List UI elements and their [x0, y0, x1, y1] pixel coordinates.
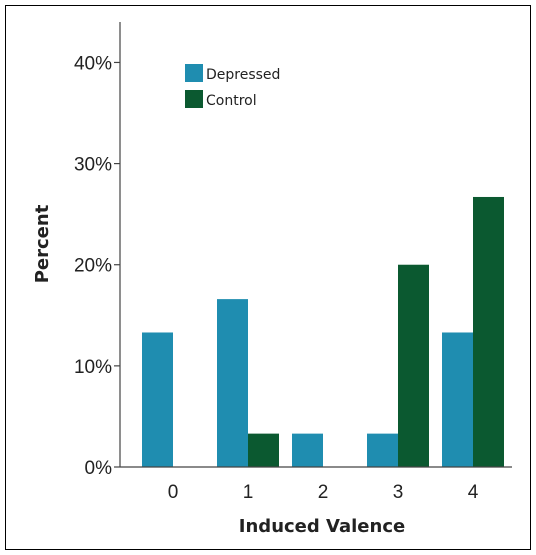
x-tick-label: 0: [168, 482, 179, 503]
y-tick-label: 20%: [74, 256, 112, 277]
legend-label-control: Control: [206, 93, 257, 109]
x-axis-title: Induced Valence: [239, 516, 405, 537]
bars-layer: [142, 196, 504, 467]
legend-swatch-control: [185, 90, 203, 108]
x-tick-label: 4: [468, 482, 479, 503]
bar-depressed-2: [292, 433, 323, 467]
y-axis-title: Percent: [32, 204, 53, 283]
x-tick-label: 3: [393, 482, 404, 503]
bar-depressed-1: [217, 299, 248, 467]
bar-depressed-0: [142, 332, 173, 467]
bar-depressed-3: [367, 433, 398, 467]
x-tick-label: 2: [318, 482, 329, 503]
legend: Depressed Control: [185, 64, 280, 109]
axes-layer: [119, 22, 512, 468]
bar-control-1: [248, 433, 279, 467]
y-ticks-layer: 0% 10% 20% 30% 40%: [74, 53, 120, 479]
y-tick-label: 40%: [74, 53, 112, 74]
legend-swatch-depressed: [185, 64, 203, 82]
y-tick-label: 0%: [85, 458, 113, 479]
x-ticks-layer: 0 1 2 3 4: [168, 482, 479, 503]
y-tick-label: 30%: [74, 155, 112, 176]
bar-control-3: [398, 264, 429, 467]
legend-label-depressed: Depressed: [206, 67, 280, 83]
y-tick-label: 10%: [74, 357, 112, 378]
x-tick-label: 1: [243, 482, 254, 503]
bar-depressed-4: [442, 332, 473, 467]
bar-control-4: [473, 196, 504, 467]
